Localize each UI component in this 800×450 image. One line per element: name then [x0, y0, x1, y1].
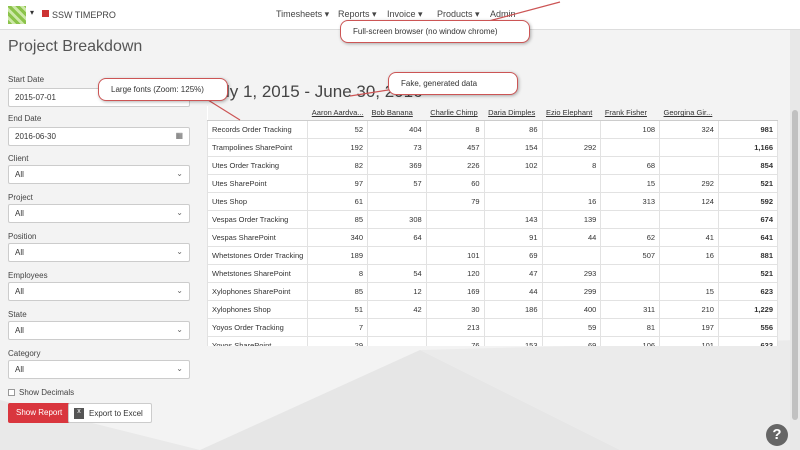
callout: Full-screen browser (no window chrome) — [340, 20, 530, 43]
callout: Large fonts (Zoom: 125%) — [98, 78, 228, 101]
callout: Fake, generated data — [388, 72, 518, 95]
help-button[interactable]: ? — [766, 424, 788, 446]
